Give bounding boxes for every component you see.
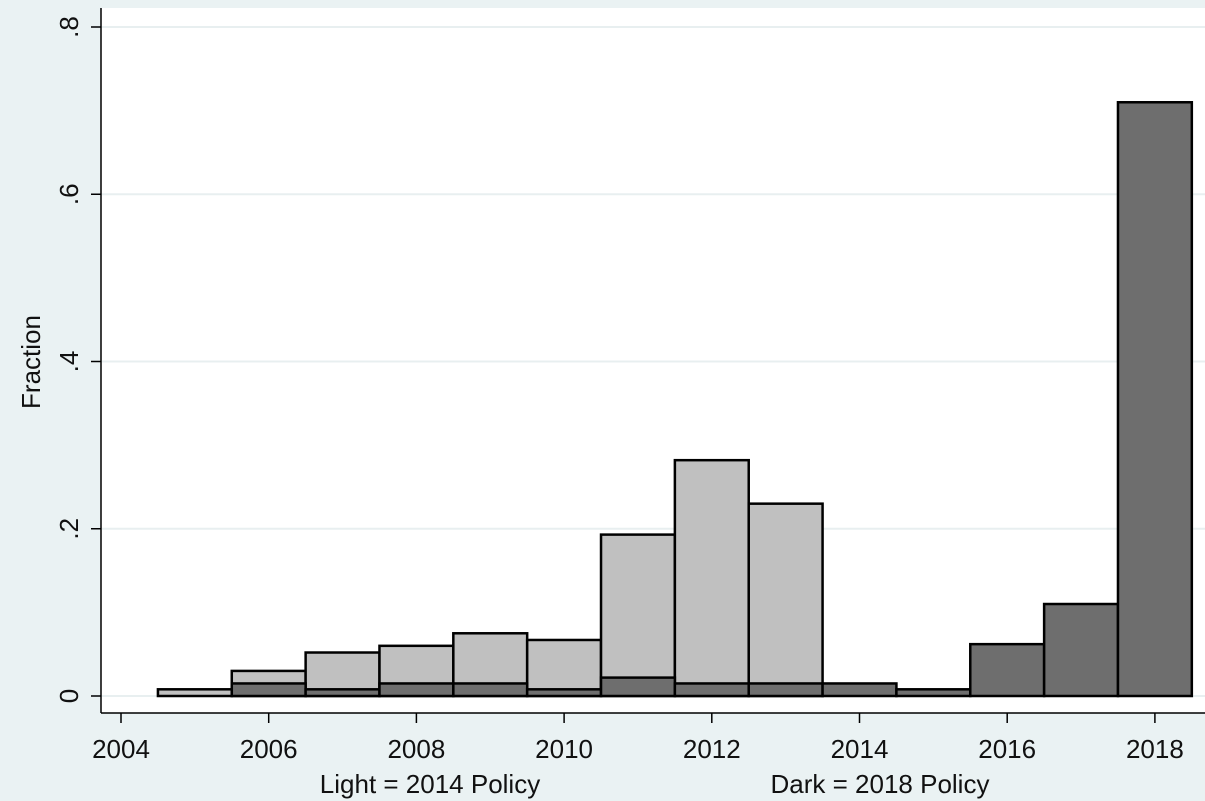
light-series-note: Light = 2014 Policy xyxy=(320,769,540,799)
dark-series-note: Dark = 2018 Policy xyxy=(771,769,990,799)
y-tick-label: .6 xyxy=(54,183,84,205)
light-bar xyxy=(156,688,234,698)
y-axis-ticks: 0 .2 .4 .6 .8 xyxy=(54,16,101,703)
dark-bar xyxy=(452,682,529,698)
dark-bar xyxy=(747,682,824,698)
dark-bar xyxy=(673,682,750,698)
light-bar xyxy=(599,533,677,698)
x-tick-label: 2012 xyxy=(683,734,741,764)
x-tick-label: 2008 xyxy=(387,734,445,764)
y-tick-label: 0 xyxy=(54,689,84,703)
dark-bar xyxy=(378,682,455,698)
light-bar xyxy=(747,502,824,698)
dark-bar xyxy=(969,642,1046,698)
x-tick-label: 2016 xyxy=(978,734,1036,764)
x-tick-label: 2014 xyxy=(831,734,889,764)
dark-bar xyxy=(304,688,381,698)
x-tick-label: 2004 xyxy=(92,734,150,764)
y-tick-label: .8 xyxy=(54,16,84,38)
x-axis-ticks: 2004 2006 2008 2010 2012 2014 2016 2018 xyxy=(92,713,1184,764)
light-bar xyxy=(673,458,750,698)
dark-bar xyxy=(599,676,677,698)
dark-bar xyxy=(525,688,603,698)
dark-bar xyxy=(230,682,307,698)
x-tick-label: 2018 xyxy=(1126,734,1184,764)
x-tick-label: 2010 xyxy=(535,734,593,764)
y-tick-label: .2 xyxy=(54,518,84,540)
dark-bar xyxy=(1042,602,1120,698)
dark-series-bars xyxy=(230,101,1194,698)
y-tick-label: .4 xyxy=(54,351,84,373)
dark-bar xyxy=(821,682,898,698)
x-tick-label: 2006 xyxy=(240,734,298,764)
y-axis-title: Fraction xyxy=(16,315,46,409)
light-bar xyxy=(525,638,603,698)
dark-bar xyxy=(895,688,972,698)
dark-bar xyxy=(1116,101,1194,698)
